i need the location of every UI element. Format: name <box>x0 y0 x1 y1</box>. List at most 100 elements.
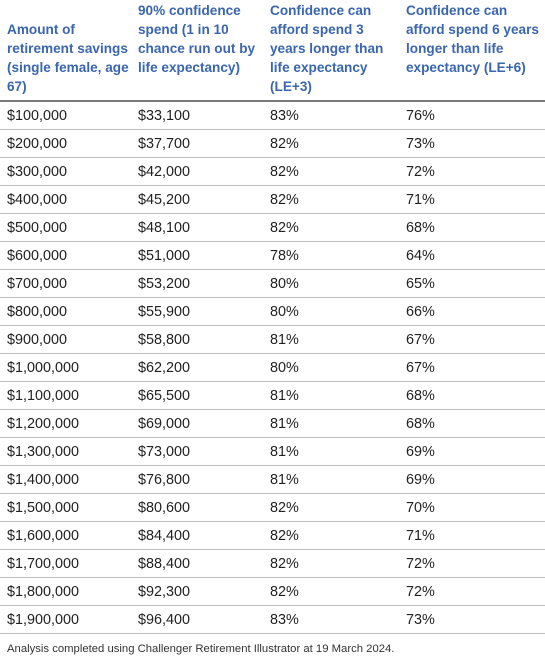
table-row: $700,000 $53,200 80% 65% <box>0 270 545 298</box>
confidence-spend-cell: $65,500 <box>138 388 191 404</box>
confidence-spend-cell: $55,900 <box>138 304 191 320</box>
le-plus-3-cell: 82% <box>270 164 299 180</box>
le-plus-6-cell: 71% <box>406 192 435 208</box>
le-plus-6-cell: 72% <box>406 556 435 572</box>
le-plus-3-cell: 80% <box>270 360 299 376</box>
table-row: $1,100,000 $65,500 81% 68% <box>0 382 545 410</box>
le-plus-6-cell: 69% <box>406 472 435 488</box>
table-row: $200,000 $37,700 82% 73% <box>0 130 545 158</box>
le-plus-3-cell: 81% <box>270 472 299 488</box>
le-plus-3-cell: 81% <box>270 388 299 404</box>
confidence-spend-cell: $73,000 <box>138 444 191 460</box>
confidence-spend-cell: $51,000 <box>138 248 191 264</box>
le-plus-6-cell: 67% <box>406 332 435 348</box>
confidence-spend-cell: $48,100 <box>138 220 191 236</box>
savings-amount-cell: $1,500,000 <box>7 500 80 516</box>
le-plus-3-cell: 83% <box>270 108 299 124</box>
le-plus-3-cell: 80% <box>270 304 299 320</box>
le-plus-3-cell: 81% <box>270 416 299 432</box>
confidence-spend-cell: $58,800 <box>138 332 191 348</box>
confidence-spend-cell: $80,600 <box>138 500 191 516</box>
table-row: $1,300,000 $73,000 81% 69% <box>0 438 545 466</box>
savings-amount-cell: $600,000 <box>7 248 68 264</box>
savings-amount-cell: $400,000 <box>7 192 68 208</box>
savings-amount-cell: $1,300,000 <box>7 444 80 460</box>
table-row: $1,200,000 $69,000 81% 68% <box>0 410 545 438</box>
savings-amount-cell: $1,600,000 <box>7 528 80 544</box>
confidence-spend-cell: $84,400 <box>138 528 191 544</box>
savings-amount-cell: $100,000 <box>7 108 68 124</box>
le-plus-6-cell: 64% <box>406 248 435 264</box>
confidence-spend-cell: $69,000 <box>138 416 191 432</box>
le-plus-6-cell: 71% <box>406 528 435 544</box>
confidence-spend-cell: $33,100 <box>138 108 191 124</box>
savings-amount-cell: $800,000 <box>7 304 68 320</box>
table-row: $1,000,000 $62,200 80% 67% <box>0 354 545 382</box>
le-plus-3-cell: 82% <box>270 584 299 600</box>
table-header: Amount of retirement savings (single fem… <box>0 0 545 102</box>
table-row: $1,600,000 $84,400 82% 71% <box>0 522 545 550</box>
le-plus-3-cell: 81% <box>270 444 299 460</box>
confidence-spend-cell: $92,300 <box>138 584 191 600</box>
table-row: $300,000 $42,000 82% 72% <box>0 158 545 186</box>
table-row: $1,500,000 $80,600 82% 70% <box>0 494 545 522</box>
le-plus-3-cell: 82% <box>270 556 299 572</box>
confidence-spend-cell: $53,200 <box>138 276 191 292</box>
savings-amount-cell: $1,800,000 <box>7 584 80 600</box>
table-row: $400,000 $45,200 82% 71% <box>0 186 545 214</box>
savings-amount-cell: $1,200,000 <box>7 416 80 432</box>
le-plus-6-cell: 70% <box>406 500 435 516</box>
confidence-spend-cell: $42,000 <box>138 164 191 180</box>
savings-amount-cell: $1,100,000 <box>7 388 80 404</box>
table-row: $1,900,000 $96,400 83% 73% <box>0 606 545 634</box>
table-row: $900,000 $58,800 81% 67% <box>0 326 545 354</box>
savings-amount-cell: $1,700,000 <box>7 556 80 572</box>
le-plus-3-cell: 82% <box>270 528 299 544</box>
savings-amount-cell: $1,400,000 <box>7 472 80 488</box>
le-plus-3-cell: 80% <box>270 276 299 292</box>
header-le-plus-3: Confidence can afford spend 3 years long… <box>270 3 384 94</box>
table-row: $1,400,000 $76,800 81% 69% <box>0 466 545 494</box>
le-plus-6-cell: 69% <box>406 444 435 460</box>
le-plus-6-cell: 73% <box>406 612 435 628</box>
table-row: $1,800,000 $92,300 82% 72% <box>0 578 545 606</box>
le-plus-6-cell: 72% <box>406 164 435 180</box>
table-row: $1,700,000 $88,400 82% 72% <box>0 550 545 578</box>
le-plus-3-cell: 83% <box>270 612 299 628</box>
savings-amount-cell: $700,000 <box>7 276 68 292</box>
confidence-spend-cell: $96,400 <box>138 612 191 628</box>
le-plus-3-cell: 82% <box>270 500 299 516</box>
le-plus-6-cell: 66% <box>406 304 435 320</box>
table-row: $100,000 $33,100 83% 76% <box>0 102 545 130</box>
le-plus-3-cell: 82% <box>270 220 299 236</box>
confidence-spend-cell: $88,400 <box>138 556 191 572</box>
le-plus-6-cell: 68% <box>406 388 435 404</box>
le-plus-3-cell: 82% <box>270 136 299 152</box>
table-row: $600,000 $51,000 78% 64% <box>0 242 545 270</box>
savings-amount-cell: $900,000 <box>7 332 68 348</box>
le-plus-6-cell: 72% <box>406 584 435 600</box>
confidence-spend-cell: $45,200 <box>138 192 191 208</box>
footnote: Analysis completed using Challenger Reti… <box>7 643 395 655</box>
savings-amount-cell: $200,000 <box>7 136 68 152</box>
table-body: $100,000 $33,100 83% 76% $200,000 $37,700 82% 7… <box>0 102 545 634</box>
table-row: $800,000 $55,900 80% 66% <box>0 298 545 326</box>
retirement-savings-table: Amount of retirement savings (single fem… <box>0 0 545 634</box>
table-row: $500,000 $48,100 82% 68% <box>0 214 545 242</box>
savings-amount-cell: $1,900,000 <box>7 612 80 628</box>
header-savings-amount: Amount of retirement savings (single fem… <box>7 22 129 94</box>
header-le-plus-6: Confidence can afford spend 6 years long… <box>406 3 539 75</box>
le-plus-3-cell: 78% <box>270 248 299 264</box>
confidence-spend-cell: $76,800 <box>138 472 191 488</box>
savings-amount-cell: $300,000 <box>7 164 68 180</box>
le-plus-6-cell: 76% <box>406 108 435 124</box>
le-plus-6-cell: 68% <box>406 416 435 432</box>
confidence-spend-cell: $62,200 <box>138 360 191 376</box>
le-plus-3-cell: 81% <box>270 332 299 348</box>
savings-amount-cell: $1,000,000 <box>7 360 80 376</box>
savings-amount-cell: $500,000 <box>7 220 68 236</box>
le-plus-6-cell: 68% <box>406 220 435 236</box>
le-plus-3-cell: 82% <box>270 192 299 208</box>
le-plus-6-cell: 65% <box>406 276 435 292</box>
header-confidence-spend: 90% confidence spend (1 in 10 chance run… <box>138 3 256 75</box>
